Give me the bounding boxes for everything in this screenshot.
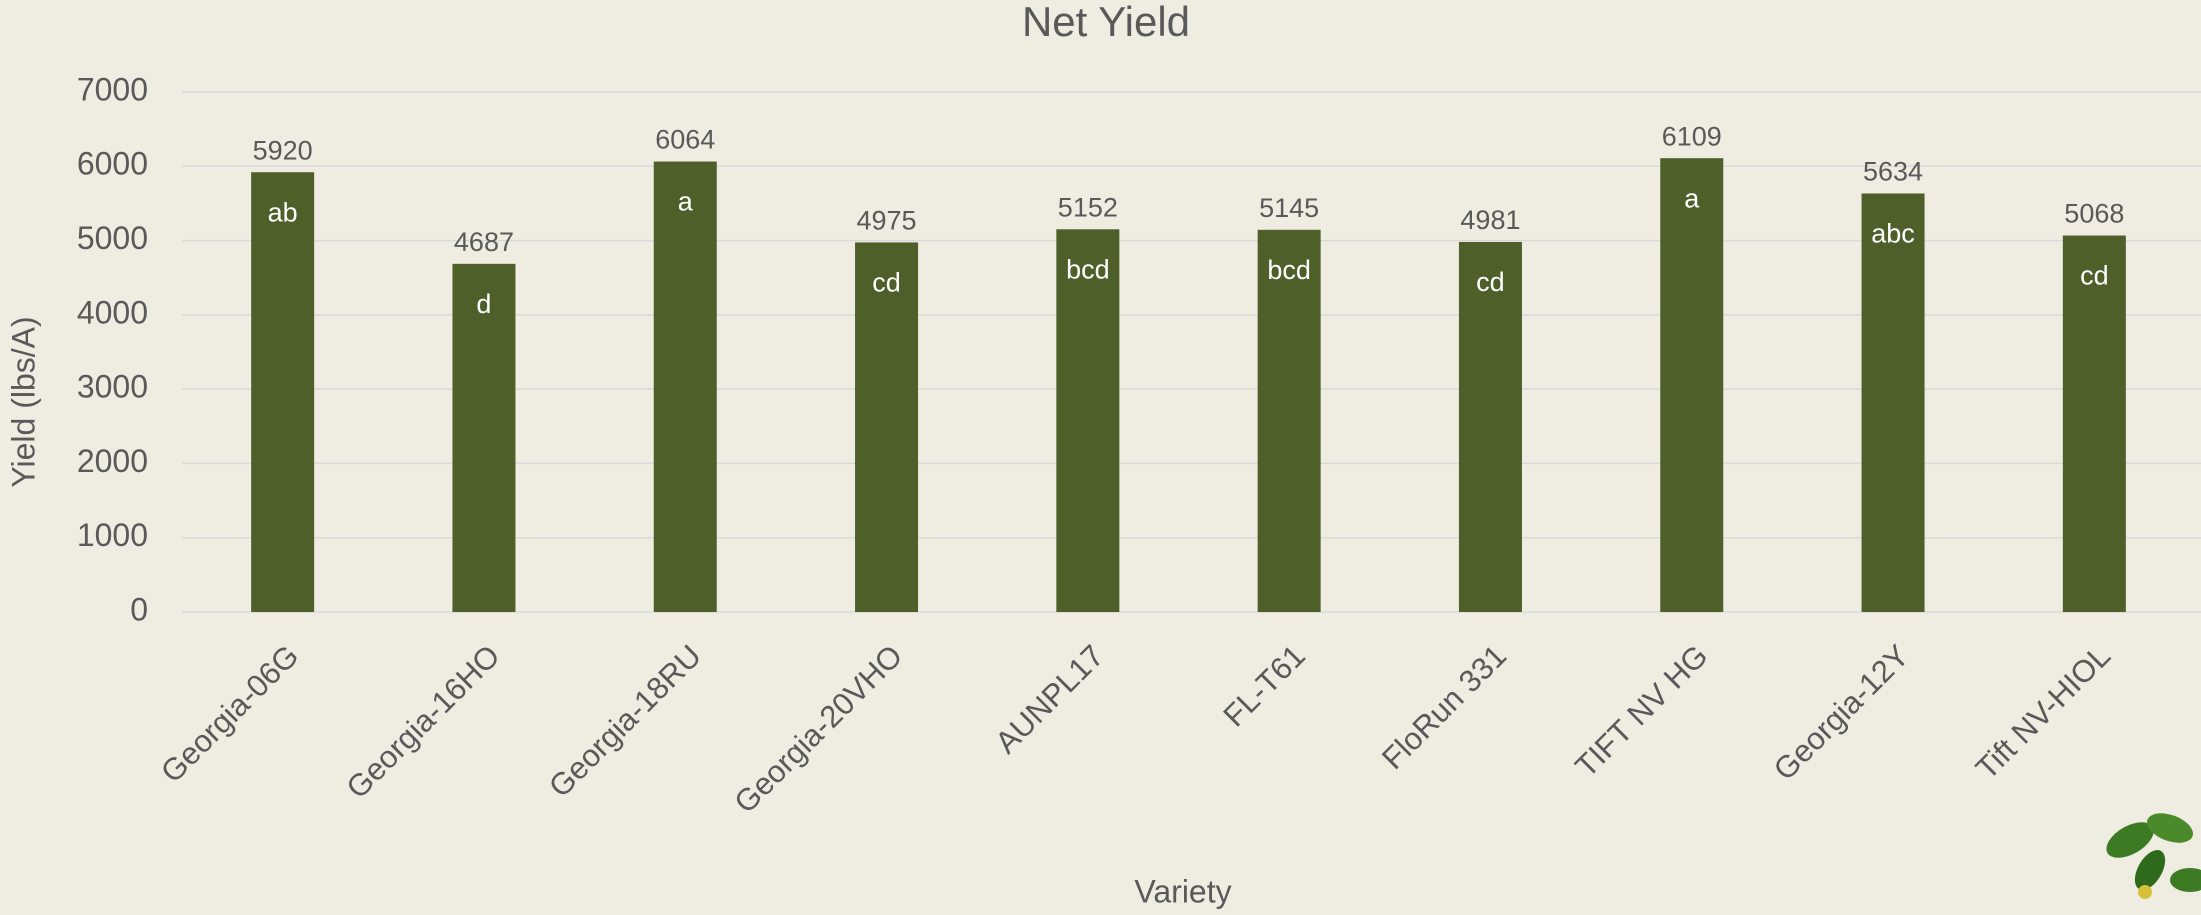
significance-letter: cd	[1476, 267, 1505, 297]
y-tick-label: 5000	[77, 220, 148, 256]
bar	[1258, 230, 1321, 612]
significance-letter: a	[1684, 183, 1700, 213]
value-label: 6064	[655, 125, 715, 155]
value-label: 4981	[1460, 205, 1520, 235]
y-tick-label: 4000	[77, 294, 148, 330]
bar	[1459, 242, 1522, 612]
significance-letter: abc	[1871, 219, 1915, 249]
y-tick-label: 2000	[77, 443, 148, 479]
value-label: 5634	[1863, 157, 1923, 187]
y-axis-label: Yield (lbs/A)	[5, 316, 41, 487]
value-label: 4975	[857, 206, 917, 236]
y-tick-label: 6000	[77, 146, 148, 182]
y-tick-label: 7000	[77, 71, 148, 107]
value-label: 5152	[1058, 192, 1118, 222]
bar	[2063, 236, 2126, 612]
value-label: 6109	[1662, 121, 1722, 151]
chart: Net Yield Yield (lbs/A) Variety 0 1000 200…	[0, 0, 2201, 915]
value-label: 5068	[2064, 199, 2124, 229]
bar	[1660, 158, 1723, 612]
significance-letter: bcd	[1066, 254, 1110, 284]
value-label: 5145	[1259, 193, 1319, 223]
bar	[251, 172, 314, 612]
value-label: 4687	[454, 227, 514, 257]
bar	[1056, 229, 1119, 612]
significance-letter: d	[476, 289, 491, 319]
significance-letter: a	[678, 187, 694, 217]
bar	[654, 162, 717, 612]
y-tick-label: 1000	[77, 517, 148, 553]
value-label: 5920	[253, 135, 313, 165]
x-axis-label: Variety	[1134, 873, 1231, 909]
significance-letter: cd	[2080, 261, 2109, 291]
bar	[855, 242, 918, 612]
bar	[1862, 193, 1925, 612]
chart-title: Net Yield	[1022, 0, 1190, 45]
significance-letter: bcd	[1267, 255, 1311, 285]
y-tick-label: 3000	[77, 369, 148, 405]
significance-letter: ab	[268, 197, 298, 227]
y-tick-label: 0	[130, 591, 148, 627]
significance-letter: cd	[872, 268, 901, 298]
